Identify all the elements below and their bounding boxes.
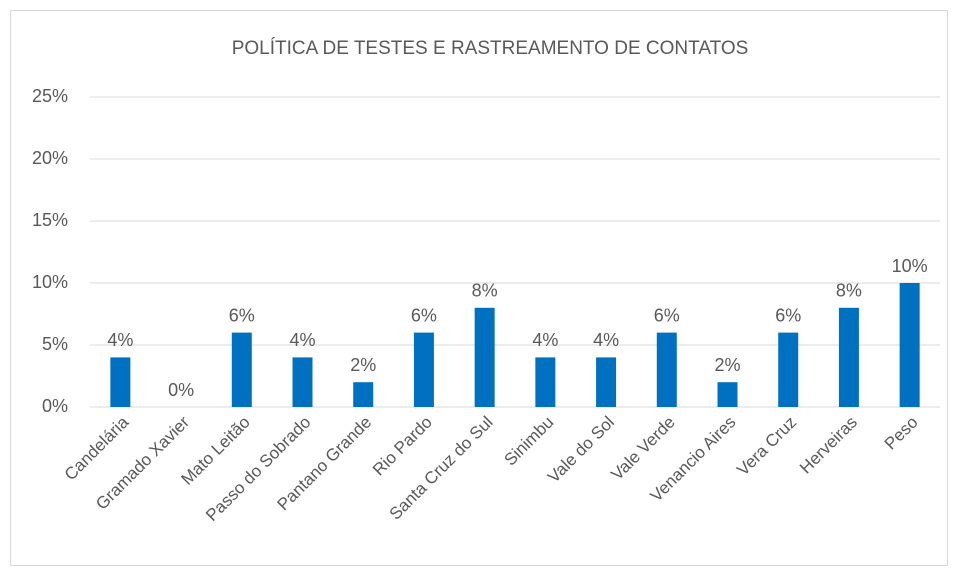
value-label: 10%	[892, 256, 928, 276]
bar	[596, 357, 617, 407]
value-label: 4%	[107, 330, 133, 350]
value-label: 8%	[836, 281, 862, 301]
value-label: 0%	[168, 380, 194, 400]
y-tick-label: 10%	[32, 272, 68, 292]
bar	[899, 283, 920, 407]
bar	[413, 332, 434, 407]
y-tick-label: 15%	[32, 210, 68, 230]
value-label: 8%	[472, 281, 498, 301]
value-label: 6%	[654, 305, 680, 325]
bar	[292, 357, 313, 407]
bar	[838, 307, 859, 407]
value-label: 6%	[411, 305, 437, 325]
y-tick-label: 0%	[42, 396, 68, 416]
bar	[110, 357, 131, 407]
bar	[474, 307, 495, 407]
bar	[231, 332, 252, 407]
value-label: 2%	[350, 355, 376, 375]
value-label: 4%	[289, 330, 315, 350]
value-label: 2%	[714, 355, 740, 375]
bar	[717, 382, 738, 407]
y-tick-label: 25%	[32, 86, 68, 106]
bar	[656, 332, 677, 407]
y-tick-label: 20%	[32, 148, 68, 168]
value-label: 4%	[532, 330, 558, 350]
bar	[535, 357, 556, 407]
value-label: 4%	[593, 330, 619, 350]
chart-frame	[10, 10, 948, 566]
value-label: 6%	[229, 305, 255, 325]
bar	[778, 332, 799, 407]
chart-title: POLÍTICA DE TESTES E RASTREAMENTO DE CON…	[232, 38, 749, 59]
value-label: 6%	[775, 305, 801, 325]
y-tick-label: 5%	[42, 334, 68, 354]
bar	[353, 382, 374, 407]
